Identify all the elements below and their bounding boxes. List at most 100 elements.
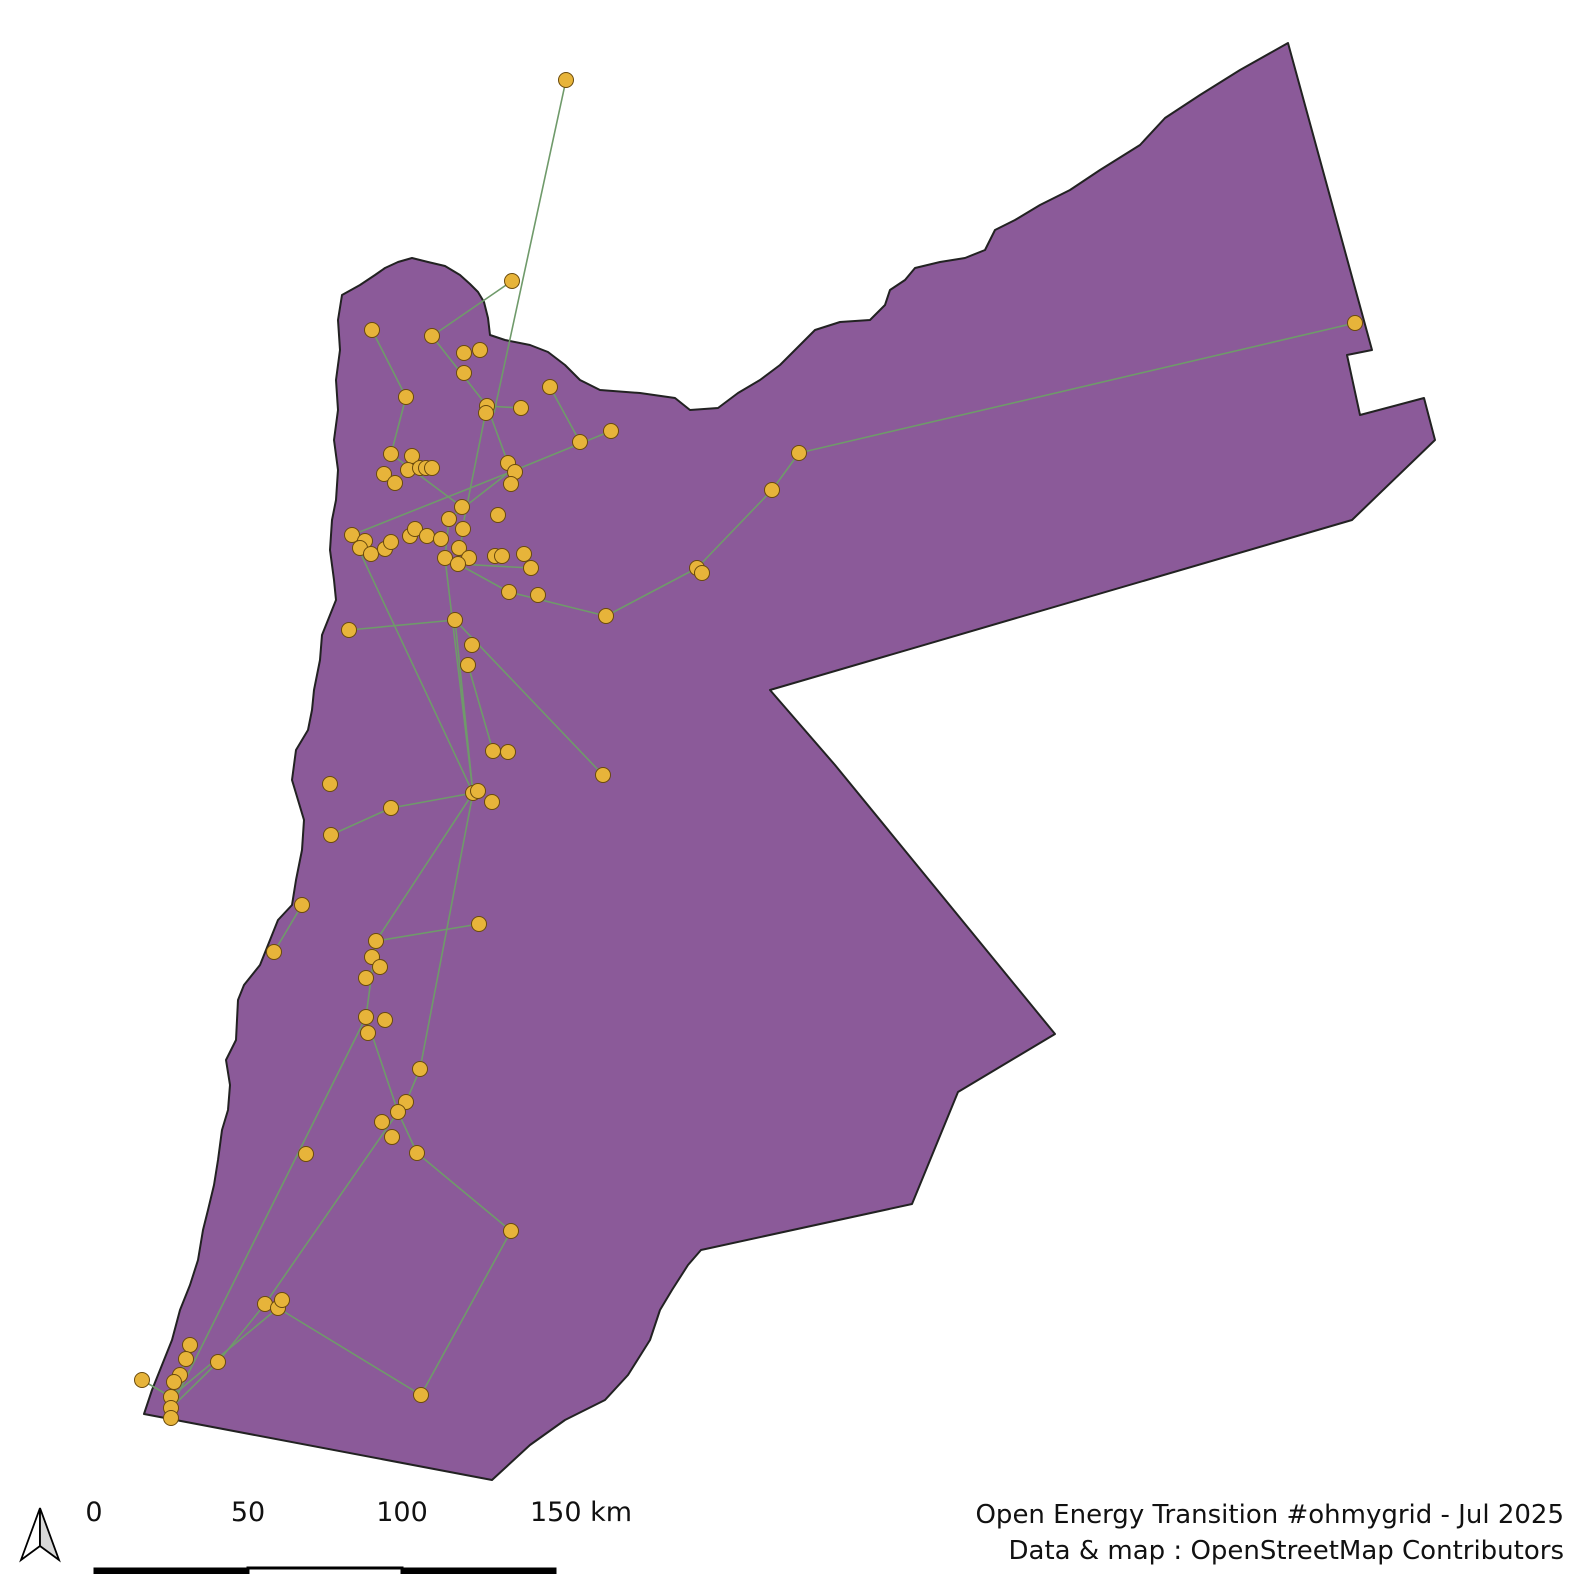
transmission-line [605,567,698,617]
transmission-line [264,1111,399,1305]
substation-marker [323,827,339,843]
substation-marker [383,446,399,462]
transmission-line [419,792,474,1070]
substation-marker [471,916,487,932]
substation-marker [383,534,399,550]
substation-marker [494,548,510,564]
transmission-line [390,396,407,455]
substation-marker [595,767,611,783]
substation-marker [390,1104,406,1120]
scale-bar-segment-1 [93,1567,249,1574]
transmission-line [444,557,474,794]
transmission-line [390,453,463,508]
substation-marker [470,783,486,799]
substation-marker [433,531,449,547]
substation-marker [368,933,384,949]
scale-label-100: 100 [376,1497,428,1528]
transmission-line [351,472,509,536]
transmission-line [371,329,407,398]
transmission-line [375,792,474,942]
substation-marker [358,970,374,986]
transmission-line [467,664,494,752]
north-arrow-icon [19,1507,61,1563]
transmission-line [493,79,567,414]
substation-marker [572,434,588,450]
substation-marker [603,423,619,439]
substation-marker [413,1387,429,1403]
substation-marker [441,511,457,527]
substation-marker [447,612,463,628]
substation-marker [451,540,467,556]
substation-marker [374,1114,390,1130]
substation-marker [513,400,529,416]
substation-marker [598,608,614,624]
substation-marker [460,657,476,673]
scale-label-50: 50 [230,1497,266,1528]
substation-marker [376,466,392,482]
scale-label-0: 0 [85,1497,103,1528]
substation-marker [344,527,360,543]
transmission-line [507,430,612,474]
transmission-line [330,807,392,836]
transmission-line [416,1152,512,1232]
substation-marker [764,482,780,498]
transmission-line [549,386,581,443]
transmission-line [170,1016,367,1409]
substation-marker [504,273,520,289]
substation-marker [501,584,517,600]
substation-marker [322,776,338,792]
substation-marker [360,1025,376,1041]
scale-bar-segment-3 [401,1567,557,1574]
transmission-line [273,904,303,953]
substation-marker [464,637,480,653]
substation-marker [412,1061,428,1077]
substation-marker [407,521,423,537]
transmission-line [170,1361,219,1409]
substation-marker [456,345,472,361]
transmission-line [277,1307,422,1396]
substation-marker [182,1337,198,1353]
substation-marker [409,1145,425,1161]
transmission-line [375,923,480,942]
substation-marker [455,521,471,537]
substation-marker [398,389,414,405]
substation-marker [694,565,710,581]
credits-line-2: Data & map : OpenStreetMap Contributors [1008,1536,1564,1566]
substation-marker [358,1009,374,1025]
substation-marker [424,328,440,344]
substation-marker [383,800,399,816]
substation-marker [523,560,539,576]
substation-marker [424,460,440,476]
substation-marker [178,1351,194,1367]
transmission-line [351,534,474,794]
substation-marker [450,556,466,572]
substation-marker [456,365,472,381]
substation-marker [478,405,494,421]
substation-marker [542,379,558,395]
substation-marker [266,944,282,960]
substation-marker [490,507,506,523]
substation-marker [516,546,532,562]
transmission-line [457,563,510,593]
substation-marker [484,794,500,810]
transmission-line [696,489,773,569]
substation-marker [1347,315,1363,331]
substation-marker [364,322,380,338]
transmission-line [508,591,607,617]
substation-marker [454,499,470,515]
transmission-line [463,405,488,521]
transmission-line [431,280,513,337]
country-polygon [143,42,1436,1481]
substation-marker [163,1410,179,1426]
substation-marker [166,1374,182,1390]
substations [134,72,1363,1426]
substation-marker [372,959,388,975]
scale-bar-segment-2 [246,1566,404,1574]
substation-marker [791,445,807,461]
substation-marker [500,744,516,760]
substation-marker [503,1223,519,1239]
transmission-line [390,792,474,809]
substation-marker [363,546,379,562]
substation-marker [134,1372,150,1388]
transmission-line [170,1307,279,1398]
